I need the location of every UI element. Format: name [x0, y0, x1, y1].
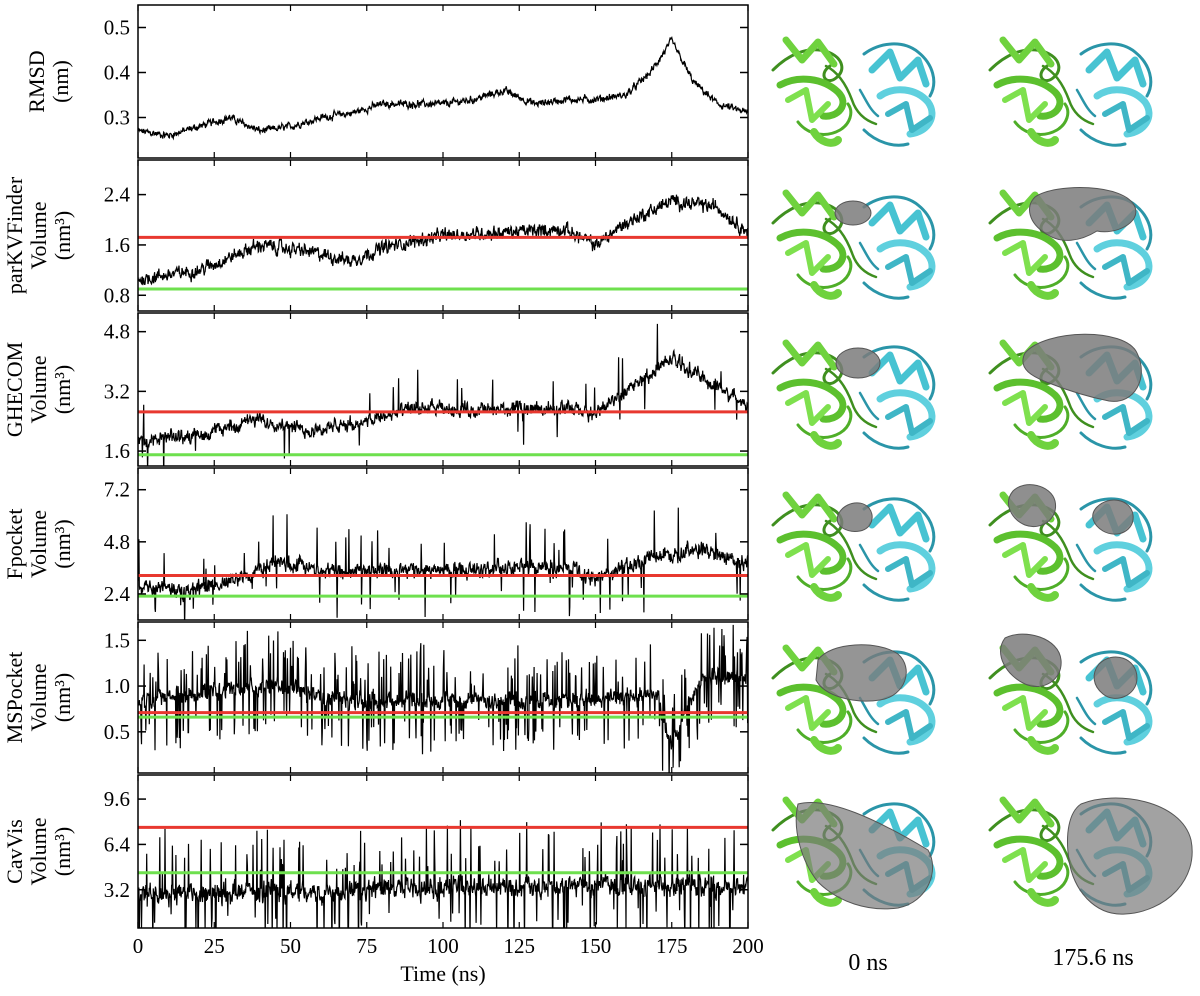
x-tick-label: 75	[356, 934, 377, 958]
series-line-rmsd	[138, 36, 748, 141]
y-tick-label: 3.2	[104, 379, 130, 403]
cavity-surface	[835, 347, 881, 379]
caption-175ns: 175.6 ns	[1052, 945, 1133, 971]
y-tick-label: 2.4	[104, 183, 131, 207]
y-tick-label: 6.4	[104, 832, 131, 856]
y-tick-label: 0.8	[104, 283, 130, 307]
cavity-surface	[1008, 484, 1057, 527]
series-line-CavVis	[138, 820, 748, 928]
plot-frame	[137, 4, 749, 159]
y-tick-label: 4.8	[104, 530, 130, 554]
y-tick-label: 0.4	[104, 61, 131, 85]
y-tick-label: 7.2	[104, 478, 130, 502]
x-axis: 0 25 50 75 100 125 150 175 200 Time (ns)	[133, 934, 764, 986]
cavity-surface	[834, 200, 872, 226]
structure-175ns-fpocket	[990, 484, 1151, 601]
cavity-surface	[795, 801, 933, 910]
structure-175ns-mspocket	[990, 633, 1151, 753]
y-axis-label-CavVis: (nm³)	[50, 827, 75, 876]
y-axis-label-parKVFinder: parKVFinder	[2, 176, 27, 294]
structure-0ns-cavvis	[773, 800, 934, 910]
y-tick-label: 1.0	[104, 674, 130, 698]
series-line-Fpocket	[138, 507, 748, 620]
x-axis-label: Time (ns)	[400, 961, 485, 986]
panel-parKVFinder: 0.8 1.6 2.4 parKVFinder Volume (nm³)	[2, 159, 749, 312]
y-tick-label: 1.5	[104, 628, 130, 652]
structure-0ns-rmsd	[773, 40, 934, 145]
y-tick-label: 0.5	[104, 720, 130, 744]
caption-0ns: 0 ns	[848, 950, 887, 976]
x-tick-label: 150	[580, 934, 612, 958]
y-axis-label-GHECOM: (nm³)	[50, 365, 75, 414]
x-tick-label: 200	[732, 934, 764, 958]
y-axis-label-MSPocket: MSPocket	[2, 652, 27, 744]
y-axis-label-GHECOM: GHECOM	[2, 342, 27, 437]
y-axis-label-parKVFinder: Volume	[26, 201, 51, 269]
panel-GHECOM: 1.6 3.2 4.8 GHECOM Volume (nm³)	[2, 312, 749, 467]
x-tick-label: 100	[427, 934, 459, 958]
cavity-surface	[1029, 187, 1137, 241]
y-axis-label-Fpocket: Fpocket	[2, 509, 27, 580]
y-axis-label-rmsd: RMSD	[24, 50, 49, 112]
x-tick-label: 0	[133, 934, 144, 958]
protein-structures: 0 ns 175.6 ns	[773, 40, 1193, 976]
y-tick-label: 3.2	[104, 878, 130, 902]
structure-175ns-ghecom	[990, 333, 1151, 448]
panel-CavVis: 3.2 6.4 9.6 CavVis Volume (nm³)	[2, 774, 749, 929]
structure-175ns-parkvfinder	[990, 187, 1151, 299]
panel-rmsd: 0.3 0.4 0.5 RMSD (nm)	[24, 4, 749, 159]
structure-0ns-fpocket	[773, 495, 934, 600]
cavity-surface	[815, 644, 907, 702]
structure-0ns-parkvfinder	[773, 193, 934, 298]
y-tick-label: 9.6	[104, 787, 130, 811]
y-axis-label-parKVFinder: (nm³)	[50, 211, 75, 260]
y-tick-label: 0.5	[104, 16, 130, 40]
y-axis-label-Fpocket: (nm³)	[50, 519, 75, 568]
cavity-surface	[1093, 656, 1138, 699]
cavity-surface	[1022, 333, 1142, 402]
y-axis-label-GHECOM: Volume	[26, 355, 51, 423]
cavity-surface	[1092, 499, 1134, 535]
y-tick-label: 4.8	[104, 320, 130, 344]
plot-frame	[137, 312, 749, 467]
x-tick-label: 125	[504, 934, 536, 958]
structure-175ns-rmsd	[990, 40, 1151, 145]
cavity-surface	[1000, 633, 1062, 687]
y-tick-label: 2.4	[104, 582, 131, 606]
y-axis-label-Fpocket: Volume	[26, 510, 51, 578]
y-tick-label: 1.6	[104, 439, 130, 463]
x-tick-label: 25	[204, 934, 225, 958]
panel-MSPocket: 0.5 1.0 1.5 MSPocket Volume (nm³)	[2, 621, 749, 774]
x-tick-label: 175	[656, 934, 688, 958]
structure-175ns-cavvis	[990, 797, 1193, 915]
cavity-surface	[836, 502, 873, 532]
y-axis-label-rmsd: (nm)	[48, 60, 73, 103]
series-line-parKVFinder	[138, 194, 748, 286]
series-line-MSPocket	[138, 624, 748, 773]
y-axis-label-MSPocket: (nm³)	[50, 673, 75, 722]
panel-Fpocket: 2.4 4.8 7.2 Fpocket Volume (nm³)	[2, 467, 749, 621]
structure-0ns-mspocket	[773, 645, 934, 753]
y-axis-label-CavVis: CavVis	[2, 819, 27, 884]
cavity-surface	[1067, 797, 1193, 915]
x-tick-label: 50	[280, 934, 301, 958]
y-tick-label: 0.3	[104, 106, 130, 130]
y-tick-label: 1.6	[104, 233, 130, 257]
structure-0ns-ghecom	[773, 343, 934, 448]
y-axis-label-CavVis: Volume	[26, 817, 51, 885]
y-axis-label-MSPocket: Volume	[26, 663, 51, 731]
